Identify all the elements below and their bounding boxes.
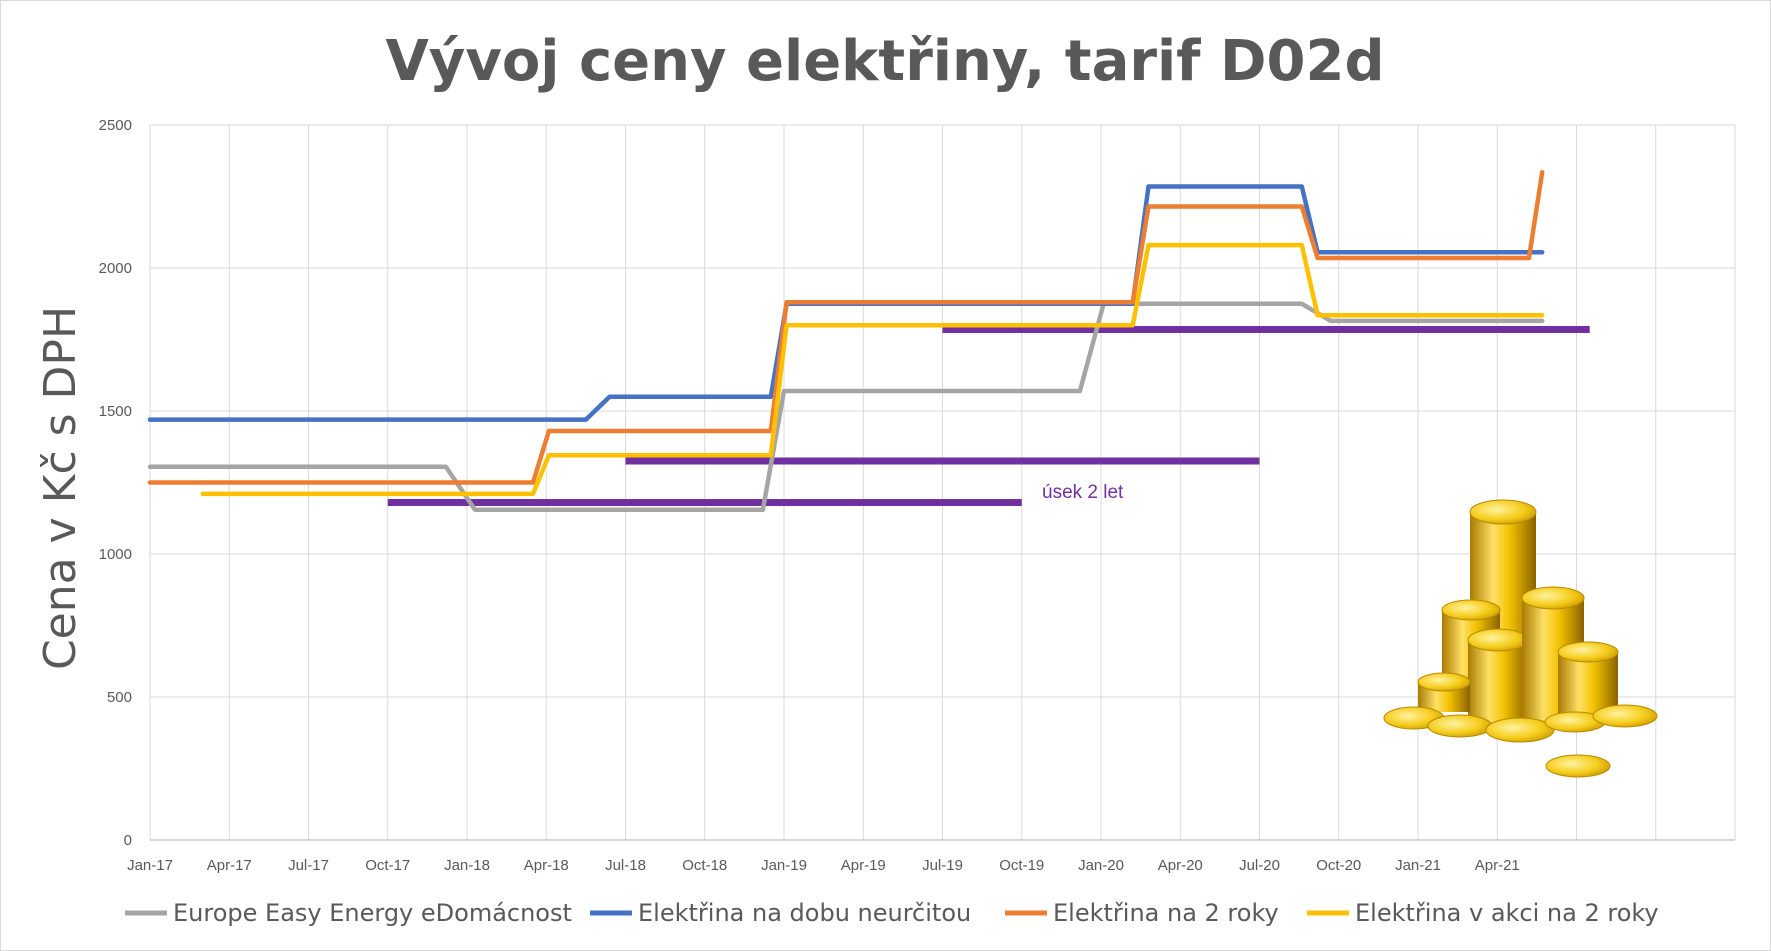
- x-tick-label: Oct-20: [1316, 857, 1361, 874]
- coin-stack-small-left: [1417, 672, 1471, 712]
- x-tick-label: Apr-19: [841, 857, 886, 874]
- x-tick-label: Jul-20: [1239, 857, 1280, 874]
- x-axis: Jan-17 Apr-17 Jul-17 Oct-17 Jan-18 Apr-18 Jul-…: [127, 857, 1520, 874]
- legend-label: Europe Easy Energy eDomácnost: [173, 899, 572, 927]
- coin-stack-mid: [1467, 628, 1529, 730]
- legend: Europe Easy Energy eDomácnost Elektřina n…: [125, 899, 1659, 927]
- x-tick-label: Apr-17: [207, 857, 252, 874]
- x-tick-label: Apr-20: [1158, 857, 1203, 874]
- x-tick-label: Oct-17: [365, 857, 410, 874]
- coin-flat-6: [1545, 754, 1611, 778]
- x-tick-label: Jan-19: [761, 857, 807, 874]
- series-line-1: [147, 301, 1545, 512]
- annotation-label: úsek 2 let: [1042, 482, 1124, 503]
- legend-label: Elektřina v akci na 2 roky: [1355, 899, 1659, 927]
- coins-illustration: [1383, 499, 1658, 778]
- y-tick-label: 0: [124, 832, 132, 849]
- y-tick-label: 1500: [99, 403, 132, 420]
- x-tick-label: Apr-21: [1475, 857, 1520, 874]
- x-tick-label: Jan-18: [444, 857, 490, 874]
- x-tick-label: Jan-21: [1395, 857, 1441, 874]
- x-tick-label: Oct-18: [682, 857, 727, 874]
- chart-title: Vývoj ceny elektřiny, tarif D02d: [385, 29, 1384, 94]
- x-tick-label: Oct-19: [999, 857, 1044, 874]
- x-tick-label: Jan-17: [127, 857, 173, 874]
- legend-label: Elektřina na 2 roky: [1053, 899, 1279, 927]
- y-tick-label: 2000: [99, 260, 132, 277]
- series-line-3: [147, 169, 1545, 485]
- grid: [149, 124, 1736, 841]
- coin-flat-5: [1592, 704, 1658, 728]
- x-tick-label: Jul-18: [605, 857, 646, 874]
- y-tick-label: 2500: [99, 117, 132, 134]
- x-tick-label: Jan-20: [1078, 857, 1124, 874]
- coin-flat-3: [1485, 717, 1555, 743]
- series-line-4: [200, 242, 1545, 497]
- x-tick-label: Apr-18: [524, 857, 569, 874]
- period-bars: [387, 325, 1590, 507]
- y-tick-label: 500: [107, 689, 132, 706]
- y-axis: 0 500 1000 1500 2000 2500: [99, 117, 132, 849]
- coin-flat-2: [1427, 714, 1493, 738]
- series-lines: [147, 169, 1545, 512]
- legend-label: Elektřina na dobu neurčitou: [638, 899, 971, 927]
- y-axis-label: Cena v Kč s DPH: [35, 306, 86, 670]
- x-tick-label: Jul-17: [288, 857, 329, 874]
- x-tick-label: Jul-19: [922, 857, 963, 874]
- y-tick-label: 1000: [99, 546, 132, 563]
